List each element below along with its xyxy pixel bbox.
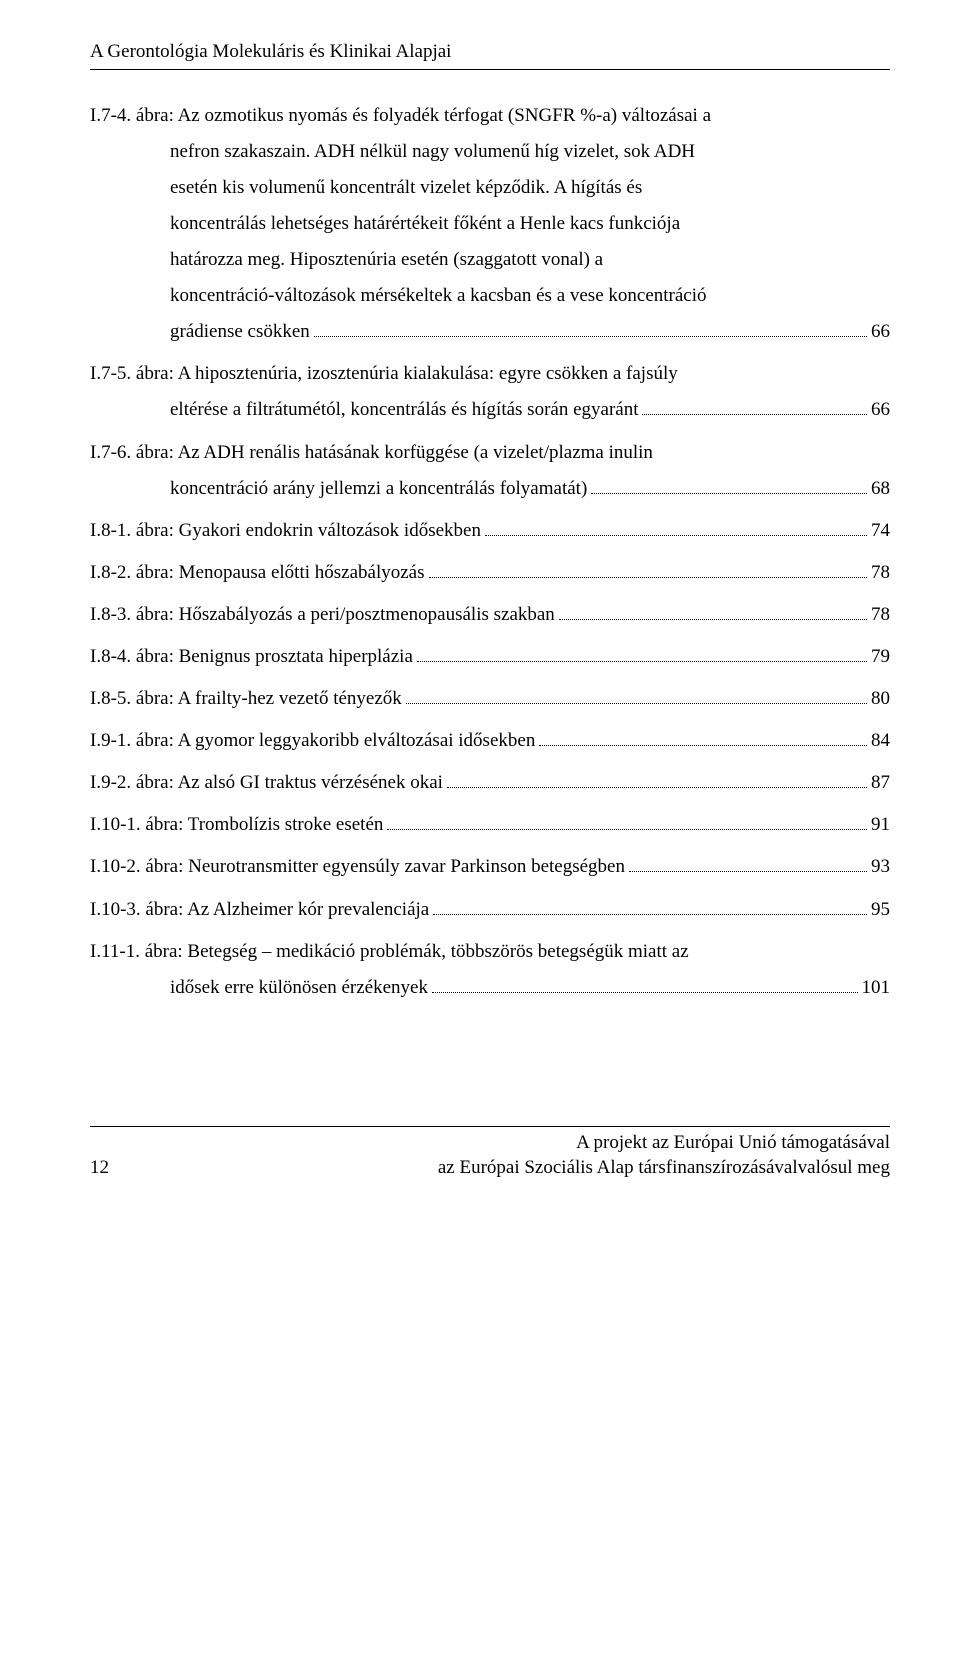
page-header: A Gerontológia Molekuláris és Klinikai A… — [90, 40, 890, 70]
header-title: A Gerontológia Molekuláris és Klinikai A… — [90, 41, 451, 62]
toc-page-number: 93 — [871, 849, 890, 885]
toc-text: koncentráció arány jellemzi a koncentrál… — [170, 471, 587, 507]
toc-line: I.11-1. ábra: Betegség – medikáció probl… — [90, 934, 890, 970]
toc-leader-dots — [387, 829, 867, 830]
toc-page-number: 87 — [871, 765, 890, 801]
toc-line: I.7-6. ábra: Az ADH renális hatásának ko… — [90, 435, 890, 471]
footer-attribution: A projekt az Európai Unió támogatásával … — [438, 1131, 890, 1180]
toc-text: nefron szakaszain. ADH nélkül nagy volum… — [170, 134, 695, 170]
toc-text: I.10-2. ábra: Neurotransmitter egyensúly… — [90, 849, 625, 885]
toc-line: I.9-2. ábra: Az alsó GI traktus vérzésén… — [90, 765, 890, 801]
toc-entry: I.11-1. ábra: Betegség – medikáció probl… — [90, 934, 890, 1006]
toc-page-number: 66 — [871, 314, 890, 350]
toc-text: I.10-1. ábra: Trombolízis stroke esetén — [90, 807, 383, 843]
toc-leader-dots — [432, 992, 858, 993]
toc-page-number: 84 — [871, 723, 890, 759]
toc-text: I.7-5. ábra: A hiposztenúria, izosztenúr… — [90, 356, 678, 392]
toc-leader-dots — [559, 619, 867, 620]
footer-page-number: 12 — [90, 1156, 109, 1181]
toc-page-number: 78 — [871, 555, 890, 591]
toc-page-number: 80 — [871, 681, 890, 717]
toc-line: I.10-2. ábra: Neurotransmitter egyensúly… — [90, 849, 890, 885]
toc-line: koncentráció arány jellemzi a koncentrál… — [90, 471, 890, 507]
toc-text: I.9-1. ábra: A gyomor leggyakoribb elvál… — [90, 723, 535, 759]
toc-text: I.10-3. ábra: Az Alzheimer kór prevalenc… — [90, 892, 429, 928]
toc-line: idősek erre különösen érzékenyek 101 — [90, 970, 890, 1006]
toc-line: határozza meg. Hiposztenúria esetén (sza… — [90, 242, 890, 278]
toc-text: I.8-4. ábra: Benignus prosztata hiperplá… — [90, 639, 413, 675]
toc-page-number: 101 — [862, 970, 891, 1006]
toc-text: esetén kis volumenű koncentrált vizelet … — [170, 170, 642, 206]
toc-text: I.8-2. ábra: Menopausa előtti hőszabályo… — [90, 555, 425, 591]
toc-leader-dots — [429, 577, 868, 578]
toc-text: I.7-4. ábra: Az ozmotikus nyomás és foly… — [90, 98, 711, 134]
toc-leader-dots — [314, 336, 867, 337]
toc-text: I.8-3. ábra: Hőszabályozás a peri/posztm… — [90, 597, 555, 633]
toc-entry: I.7-5. ábra: A hiposztenúria, izosztenúr… — [90, 356, 890, 428]
toc-line: grádiense csökken 66 — [90, 314, 890, 350]
toc-leader-dots — [591, 493, 867, 494]
toc-leader-dots — [433, 914, 867, 915]
toc-text: idősek erre különösen érzékenyek — [170, 970, 428, 1006]
toc-text: eltérése a filtrátumétól, koncentrálás é… — [170, 392, 638, 428]
toc-page-number: 78 — [871, 597, 890, 633]
toc-entry: I.8-5. ábra: A frailty-hez vezető tényez… — [90, 681, 890, 717]
toc-entry: I.8-4. ábra: Benignus prosztata hiperplá… — [90, 639, 890, 675]
footer-line-1: A projekt az Európai Unió támogatásával — [438, 1131, 890, 1156]
toc-list: I.7-4. ábra: Az ozmotikus nyomás és foly… — [90, 98, 890, 1006]
toc-line: koncentráció-változások mérsékeltek a ka… — [90, 278, 890, 314]
page-footer: 12 A projekt az Európai Unió támogatásáv… — [90, 1126, 890, 1180]
toc-page-number: 74 — [871, 513, 890, 549]
toc-text: grádiense csökken — [170, 314, 310, 350]
footer-line-2: az Európai Szociális Alap társfinanszíro… — [438, 1156, 890, 1181]
toc-entry: I.8-3. ábra: Hőszabályozás a peri/posztm… — [90, 597, 890, 633]
toc-leader-dots — [417, 661, 867, 662]
toc-leader-dots — [485, 535, 867, 536]
toc-entry: I.9-1. ábra: A gyomor leggyakoribb elvál… — [90, 723, 890, 759]
toc-text: I.9-2. ábra: Az alsó GI traktus vérzésén… — [90, 765, 443, 801]
toc-leader-dots — [629, 871, 867, 872]
toc-entry: I.8-2. ábra: Menopausa előtti hőszabályo… — [90, 555, 890, 591]
toc-line: koncentrálás lehetséges határértékeit fő… — [90, 206, 890, 242]
toc-line: I.7-4. ábra: Az ozmotikus nyomás és foly… — [90, 98, 890, 134]
toc-line: I.8-1. ábra: Gyakori endokrin változások… — [90, 513, 890, 549]
toc-page-number: 91 — [871, 807, 890, 843]
toc-line: nefron szakaszain. ADH nélkül nagy volum… — [90, 134, 890, 170]
toc-line: I.10-3. ábra: Az Alzheimer kór prevalenc… — [90, 892, 890, 928]
toc-line: eltérése a filtrátumétól, koncentrálás é… — [90, 392, 890, 428]
toc-text: határozza meg. Hiposztenúria esetén (sza… — [170, 242, 603, 278]
toc-line: I.8-3. ábra: Hőszabályozás a peri/posztm… — [90, 597, 890, 633]
toc-leader-dots — [406, 703, 867, 704]
toc-leader-dots — [642, 414, 867, 415]
toc-text: I.8-1. ábra: Gyakori endokrin változások… — [90, 513, 481, 549]
toc-page-number: 79 — [871, 639, 890, 675]
toc-leader-dots — [447, 787, 867, 788]
toc-page-number: 95 — [871, 892, 890, 928]
toc-page-number: 66 — [871, 392, 890, 428]
toc-text: I.11-1. ábra: Betegség – medikáció probl… — [90, 934, 689, 970]
toc-entry: I.10-3. ábra: Az Alzheimer kór prevalenc… — [90, 892, 890, 928]
toc-line: I.8-2. ábra: Menopausa előtti hőszabályo… — [90, 555, 890, 591]
toc-page-number: 68 — [871, 471, 890, 507]
toc-entry: I.10-1. ábra: Trombolízis stroke esetén 9… — [90, 807, 890, 843]
toc-line: I.7-5. ábra: A hiposztenúria, izosztenúr… — [90, 356, 890, 392]
toc-line: I.9-1. ábra: A gyomor leggyakoribb elvál… — [90, 723, 890, 759]
toc-text: I.8-5. ábra: A frailty-hez vezető tényez… — [90, 681, 402, 717]
toc-entry: I.8-1. ábra: Gyakori endokrin változások… — [90, 513, 890, 549]
toc-entry: I.9-2. ábra: Az alsó GI traktus vérzésén… — [90, 765, 890, 801]
toc-line: esetén kis volumenű koncentrált vizelet … — [90, 170, 890, 206]
toc-entry: I.7-4. ábra: Az ozmotikus nyomás és foly… — [90, 98, 890, 351]
toc-text: I.7-6. ábra: Az ADH renális hatásának ko… — [90, 435, 653, 471]
toc-line: I.8-5. ábra: A frailty-hez vezető tényez… — [90, 681, 890, 717]
toc-leader-dots — [539, 745, 867, 746]
toc-line: I.8-4. ábra: Benignus prosztata hiperplá… — [90, 639, 890, 675]
toc-text: koncentrálás lehetséges határértékeit fő… — [170, 206, 680, 242]
toc-text: koncentráció-változások mérsékeltek a ka… — [170, 278, 707, 314]
toc-entry: I.7-6. ábra: Az ADH renális hatásának ko… — [90, 435, 890, 507]
toc-entry: I.10-2. ábra: Neurotransmitter egyensúly… — [90, 849, 890, 885]
toc-line: I.10-1. ábra: Trombolízis stroke esetén 9… — [90, 807, 890, 843]
